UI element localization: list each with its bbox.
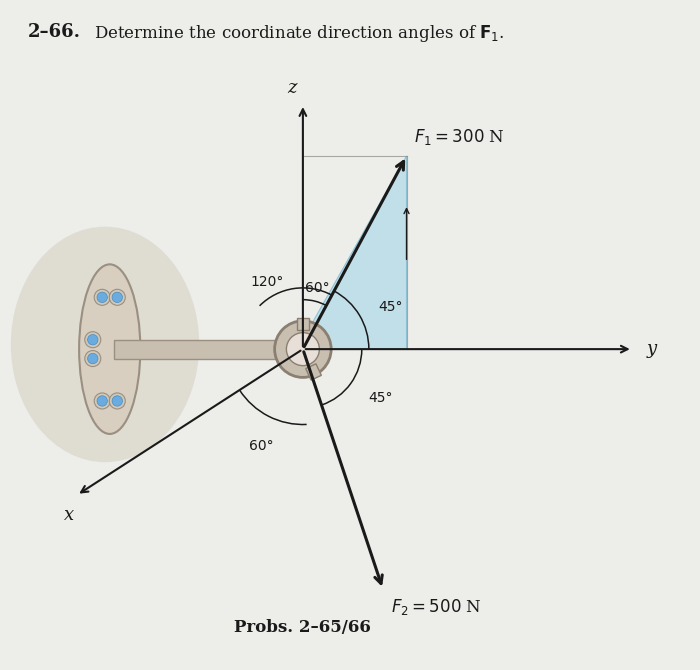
Text: z: z [287, 78, 296, 96]
Text: y: y [647, 340, 657, 358]
Text: $F_1 = 300$ N: $F_1 = 300$ N [414, 127, 505, 147]
Circle shape [286, 332, 319, 366]
Polygon shape [115, 340, 282, 358]
Circle shape [94, 289, 110, 306]
Polygon shape [298, 318, 309, 330]
Ellipse shape [79, 265, 141, 434]
Ellipse shape [10, 226, 199, 462]
Text: 2–66.: 2–66. [28, 23, 81, 42]
Circle shape [94, 393, 110, 409]
Text: Determine the coordinate direction angles of $\mathbf{F}_1$.: Determine the coordinate direction angle… [94, 23, 505, 44]
Text: x: x [64, 507, 74, 525]
Text: $F_2 = 500$ N: $F_2 = 500$ N [391, 597, 482, 617]
Circle shape [85, 332, 101, 348]
Circle shape [112, 292, 122, 302]
Circle shape [88, 334, 98, 345]
Circle shape [109, 289, 125, 306]
Polygon shape [306, 364, 321, 380]
Text: Probs. 2–65/66: Probs. 2–65/66 [234, 618, 371, 636]
Circle shape [97, 292, 107, 302]
Circle shape [88, 353, 98, 364]
Text: 120°: 120° [251, 275, 284, 289]
Circle shape [85, 350, 101, 366]
Text: 60°: 60° [249, 439, 274, 453]
Text: 45°: 45° [379, 299, 403, 314]
Circle shape [109, 393, 125, 409]
Polygon shape [303, 156, 407, 349]
Circle shape [274, 321, 331, 377]
Text: 45°: 45° [369, 391, 393, 405]
Text: 60°: 60° [304, 281, 330, 295]
Circle shape [112, 396, 122, 406]
Circle shape [97, 396, 107, 406]
